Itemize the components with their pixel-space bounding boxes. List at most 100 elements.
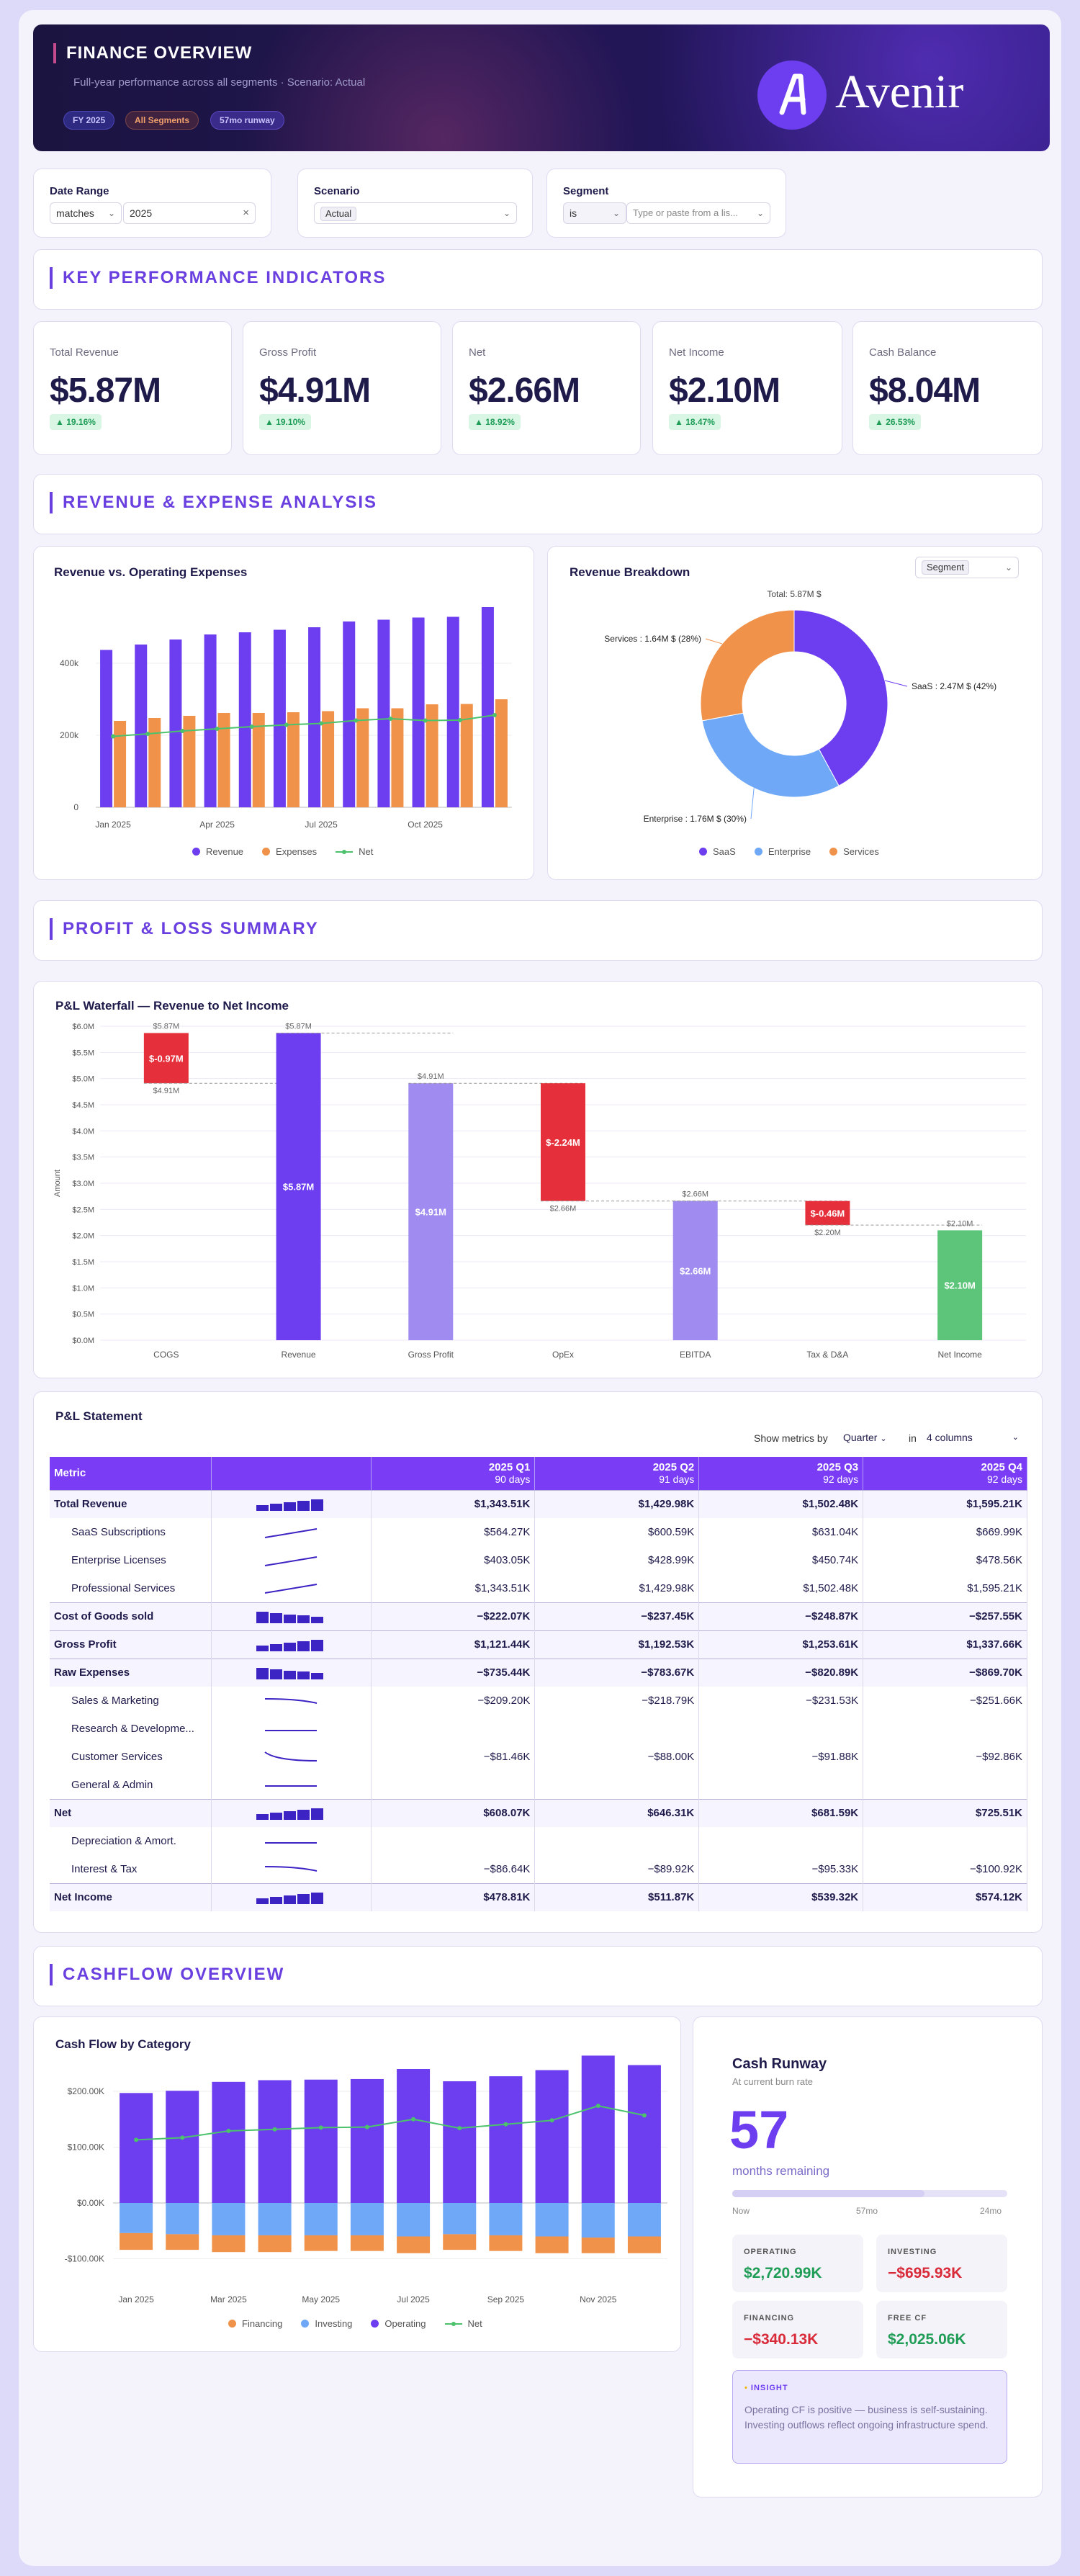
table-row[interactable]: Enterprise Licenses $403.05K $428.99K $450.… [50, 1546, 1027, 1574]
row-label: Sales & Marketing [50, 1687, 212, 1715]
value-cell: $1,337.66K [863, 1630, 1027, 1659]
value-cell: $564.27K [371, 1518, 536, 1546]
legend-net: Net [444, 2318, 482, 2329]
quarter-select[interactable]: Quarter ⌄ [840, 1428, 899, 1447]
net-point [503, 2122, 508, 2127]
x-tick-label: Jan 2025 [95, 820, 131, 830]
table-row[interactable]: Research & Developme... [50, 1715, 1027, 1743]
sparkline [256, 1499, 323, 1511]
donut-slice [700, 609, 795, 722]
table-row[interactable]: Cost of Goods sold −$222.07K −$237.45K −$24… [50, 1602, 1027, 1630]
scenario-select[interactable]: Actual ⌄ [314, 202, 517, 224]
value-cell [371, 1715, 536, 1743]
table-row[interactable]: Customer Services −$81.46K −$88.00K −$91.88… [50, 1743, 1027, 1771]
row-label: Enterprise Licenses [50, 1546, 212, 1574]
table-row[interactable]: Net Income $478.81K $511.87K $539.32K $574.1… [50, 1882, 1027, 1911]
value-cell: $669.99K [863, 1518, 1027, 1546]
col-header-q4[interactable]: 2025 Q4 92 days [863, 1457, 1027, 1490]
sparkline [265, 1785, 317, 1787]
net-point [215, 727, 220, 731]
segment-operator-select[interactable]: is ⌄ [563, 202, 626, 224]
segment-search-input[interactable]: Type or paste from a lis... ⌄ [626, 202, 770, 224]
runway-progress-fill [732, 2190, 925, 2197]
legend-label: SaaS [713, 846, 736, 857]
net-point [272, 2127, 277, 2132]
sparkline-bar [311, 1499, 323, 1511]
value-cell: $725.51K [863, 1798, 1027, 1827]
columns-select[interactable]: 4 columns ⌄ [924, 1428, 1025, 1447]
investing-bar [489, 2203, 523, 2235]
value-cell: $1,121.44K [371, 1630, 536, 1659]
net-point [180, 2135, 185, 2140]
value-cell: $1,343.51K [371, 1489, 536, 1518]
expense-bar [114, 721, 127, 807]
table-row[interactable]: Net $608.07K $646.31K $681.59K $725.51K [50, 1798, 1027, 1827]
sparkline-bar [297, 1809, 310, 1820]
metric-investing: INVESTING −$695.93K [876, 2235, 1007, 2292]
breakdown-dropdown[interactable]: Segment ⌄ [915, 557, 1019, 578]
table-row[interactable]: Raw Expenses −$735.44K −$783.67K −$820.89K −… [50, 1658, 1027, 1687]
bar-top-label: $2.10M [947, 1219, 973, 1228]
sparkline-line [264, 1866, 318, 1872]
revenue-bar [481, 607, 494, 807]
operating-bar [443, 2081, 477, 2203]
col-days: 90 days [495, 1473, 531, 1486]
operating-bar [535, 2070, 569, 2203]
expense-bar [217, 713, 230, 807]
table-row[interactable]: Total Revenue $1,343.51K $1,429.98K $1,502.… [50, 1489, 1027, 1518]
metric-value: $2,720.99K [744, 2265, 822, 2281]
date-value-input[interactable]: 2025 × [123, 202, 256, 224]
table-row[interactable]: Depreciation & Amort. [50, 1827, 1027, 1855]
value-cell: $1,502.48K [698, 1574, 864, 1602]
waterfall-bar [143, 1033, 189, 1084]
date-operator-select[interactable]: matches ⌄ [50, 202, 122, 224]
net-point [364, 2124, 369, 2130]
table-row[interactable]: Sales & Marketing −$209.20K −$218.79K −$231… [50, 1687, 1027, 1715]
financing-bar [627, 2236, 661, 2253]
investing-bar [397, 2203, 431, 2237]
kpi-card: Gross Profit $4.91M ▲ 19.10% [243, 321, 441, 455]
bar-value-label: $-0.46M [811, 1208, 845, 1219]
y-tick-label: 400k [60, 658, 79, 668]
table-row[interactable]: Interest & Tax −$86.64K −$89.92K −$95.33K −$… [50, 1855, 1027, 1883]
chevron-down-icon: ⌄ [1004, 562, 1012, 573]
value-cell [534, 1715, 700, 1743]
donut-leader-line [705, 638, 723, 645]
trend-cell [211, 1602, 372, 1630]
investing-bar [350, 2203, 384, 2235]
y-tick-label: $2.5M [72, 1206, 94, 1214]
y-tick-label: $1.5M [72, 1258, 94, 1267]
bar-bottom-label: $4.91M [153, 1087, 180, 1095]
metric-header[interactable]: Metric [50, 1457, 212, 1490]
table-row[interactable]: General & Admin [50, 1771, 1027, 1799]
value-cell [371, 1771, 536, 1799]
donut-label: Enterprise : 1.76M $ (30%) [644, 814, 747, 824]
expense-bar [287, 712, 300, 807]
table-row[interactable]: Gross Profit $1,121.44K $1,192.53K $1,253.6… [50, 1630, 1027, 1659]
table-row[interactable]: Professional Services $1,343.51K $1,429.98… [50, 1574, 1027, 1602]
trend-cell [211, 1658, 372, 1687]
sparkline [265, 1841, 317, 1844]
section-title: PROFIT & LOSS SUMMARY [50, 918, 319, 940]
kpi-value: $4.91M [259, 372, 371, 410]
row-label: Cost of Goods sold [50, 1602, 212, 1630]
col-header-q1[interactable]: 2025 Q1 90 days [371, 1457, 536, 1490]
chart-legend: SaaS Enterprise Services [699, 846, 879, 857]
table-row[interactable]: SaaS Subscriptions $564.27K $600.59K $631.0… [50, 1518, 1027, 1546]
col-header-q3[interactable]: 2025 Q3 92 days [698, 1457, 864, 1490]
value-cell [863, 1771, 1027, 1799]
col-header-q2[interactable]: 2025 Q2 91 days [534, 1457, 700, 1490]
x-tick-label: Oct 2025 [408, 820, 443, 830]
sparkline-bar [256, 1813, 269, 1820]
kpi-change-badge: ▲ 19.10% [259, 414, 311, 430]
value-cell: −$248.87K [698, 1602, 864, 1630]
clear-icon[interactable]: × [243, 207, 249, 219]
x-tick-label: Apr 2025 [199, 820, 235, 830]
date-range-filter: Date Range matches ⌄ 2025 × [33, 169, 271, 238]
y-tick-label: 0 [73, 802, 78, 812]
value-cell: $574.12K [863, 1882, 1027, 1911]
value-cell [698, 1827, 864, 1855]
value-cell [698, 1771, 864, 1799]
operating-bar [258, 2080, 292, 2203]
bar-top-label: $5.87M [285, 1022, 312, 1031]
